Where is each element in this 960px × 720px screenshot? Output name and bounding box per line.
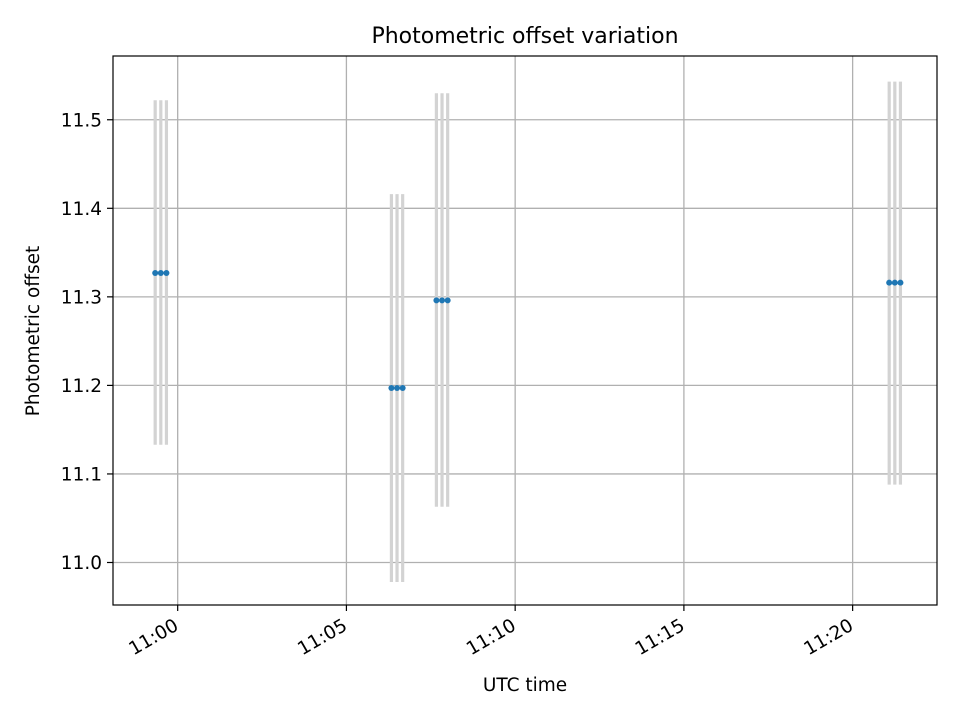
- data-points: [152, 269, 904, 392]
- data-point: [163, 269, 170, 276]
- y-tick-label: 11.4: [61, 199, 102, 220]
- data-point: [891, 279, 898, 286]
- y-tick-label: 11.2: [61, 376, 102, 397]
- y-tick-label: 11.3: [61, 287, 102, 308]
- data-point: [897, 279, 904, 286]
- y-tick-label: 11.0: [61, 553, 102, 574]
- data-point: [886, 279, 893, 286]
- data-point: [433, 297, 440, 304]
- data-point: [388, 385, 395, 392]
- data-point: [152, 269, 159, 276]
- data-point: [157, 269, 164, 276]
- plot-frame: [112, 55, 938, 606]
- data-point: [399, 385, 406, 392]
- data-point: [444, 297, 451, 304]
- data-point: [439, 297, 446, 304]
- grid: [113, 56, 937, 605]
- y-axis-ticks: 11.0 11.1 11.2 11.3 11.4 11.5: [61, 110, 113, 574]
- chart-title: Photometric offset variation: [371, 24, 678, 49]
- x-axis-title: UTC time: [483, 675, 567, 696]
- y-tick-label: 11.5: [61, 110, 102, 131]
- y-tick-label: 11.1: [61, 464, 102, 485]
- y-axis-title: Photometric offset: [23, 246, 44, 417]
- data-point: [394, 385, 401, 392]
